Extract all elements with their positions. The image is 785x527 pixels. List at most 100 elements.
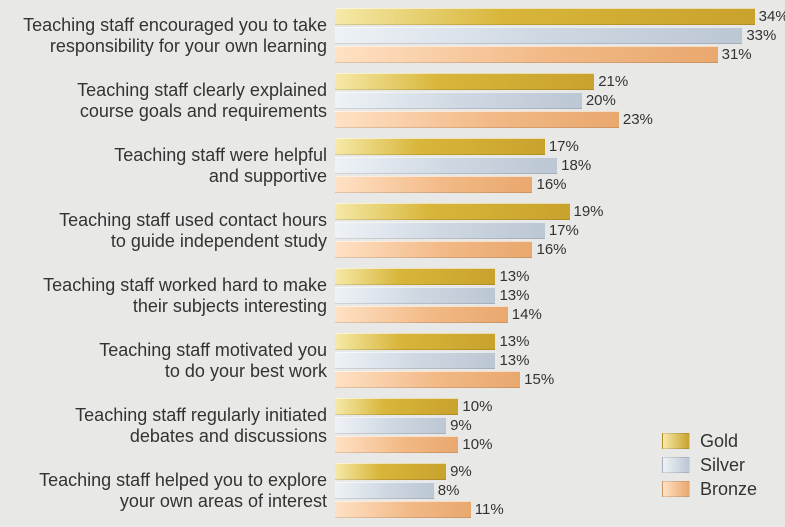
category-label: Teaching staff helped you to exploreyour… — [0, 459, 335, 522]
bar-row-gold: 34% — [335, 8, 767, 25]
bar-value-label: 21% — [594, 73, 628, 90]
category-group: Teaching staff encouraged you to takeres… — [0, 4, 777, 67]
category-label-line: their subjects interesting — [133, 296, 327, 317]
bar-row-gold: 10% — [335, 398, 767, 415]
bar-bronze — [335, 241, 532, 258]
bar-silver — [335, 352, 495, 369]
category-label-line: Teaching staff motivated you — [99, 340, 327, 361]
category-label-line: and supportive — [209, 166, 327, 187]
bar-row-bronze: 16% — [335, 176, 767, 193]
category-group: Teaching staff clearly explainedcourse g… — [0, 69, 777, 132]
bar-silver — [335, 287, 495, 304]
bar-stack: 13% 13% 14% — [335, 268, 767, 323]
category-label: Teaching staff clearly explainedcourse g… — [0, 69, 335, 132]
category-label-line: course goals and requirements — [80, 101, 327, 122]
legend-label: Silver — [700, 455, 745, 476]
bar-stack: 19% 17% 16% — [335, 203, 767, 258]
bar-value-label: 19% — [570, 203, 604, 220]
legend-swatch-gold — [662, 433, 690, 449]
category-label-line: Teaching staff used contact hours — [59, 210, 327, 231]
category-group: Teaching staff were helpfuland supportiv… — [0, 134, 777, 197]
bar-row-silver: 18% — [335, 157, 767, 174]
category-label-line: your own areas of interest — [120, 491, 327, 512]
bar-gold — [335, 8, 755, 25]
bar-gold — [335, 138, 545, 155]
bar-value-label: 17% — [545, 222, 579, 239]
category-label-line: Teaching staff worked hard to make — [43, 275, 327, 296]
bar-value-label: 31% — [718, 46, 752, 63]
bar-value-label: 20% — [582, 92, 616, 109]
bar-bronze — [335, 46, 718, 63]
legend-swatch-bronze — [662, 481, 690, 497]
bar-bronze — [335, 176, 532, 193]
legend-label: Bronze — [700, 479, 757, 500]
bar-row-gold: 13% — [335, 333, 767, 350]
bar-row-bronze: 11% — [335, 501, 767, 518]
bar-value-label: 18% — [557, 157, 591, 174]
category-label: Teaching staff worked hard to maketheir … — [0, 264, 335, 327]
bar-gold — [335, 268, 495, 285]
bar-silver — [335, 157, 557, 174]
bar-value-label: 13% — [495, 333, 529, 350]
category-group: Teaching staff regularly initiateddebate… — [0, 394, 777, 457]
legend: GoldSilver Bronze — [662, 429, 757, 501]
category-label-line: to guide independent study — [111, 231, 327, 252]
category-label-line: responsibility for your own learning — [50, 36, 327, 57]
category-label-line: Teaching staff were helpful — [114, 145, 327, 166]
bar-bronze — [335, 436, 458, 453]
bar-silver — [335, 417, 446, 434]
bar-row-silver: 13% — [335, 287, 767, 304]
category-label-line: Teaching staff helped you to explore — [39, 470, 327, 491]
bar-row-silver: 33% — [335, 27, 767, 44]
bar-stack: 21% 20%23% — [335, 73, 767, 128]
bar-value-label: 13% — [495, 268, 529, 285]
bar-row-silver: 17% — [335, 222, 767, 239]
bar-stack: 34% 33% 31% — [335, 8, 767, 63]
bar-gold — [335, 333, 495, 350]
category-label-line: debates and discussions — [130, 426, 327, 447]
bar-silver — [335, 27, 742, 44]
bar-stack: 13% 13% 15% — [335, 333, 767, 388]
bar-value-label: 15% — [520, 371, 554, 388]
bar-stack: 17% 18% 16% — [335, 138, 767, 193]
category-label: Teaching staff encouraged you to takeres… — [0, 4, 335, 67]
bar-value-label: 14% — [508, 306, 542, 323]
legend-item-silver: Silver — [662, 453, 757, 477]
category-group: Teaching staff helped you to exploreyour… — [0, 459, 777, 522]
bar-row-gold: 13% — [335, 268, 767, 285]
bar-value-label: 23% — [619, 111, 653, 128]
teaching-staff-bar-chart: Teaching staff encouraged you to takeres… — [0, 0, 785, 527]
bar-row-gold: 21% — [335, 73, 767, 90]
bar-value-label: 10% — [458, 398, 492, 415]
bar-value-label: 34% — [755, 8, 785, 25]
bar-value-label: 9% — [446, 417, 472, 434]
bar-row-gold: 17% — [335, 138, 767, 155]
category-group: Teaching staff motivated youto do your b… — [0, 329, 777, 392]
bar-value-label: 16% — [532, 176, 566, 193]
bar-gold — [335, 463, 446, 480]
legend-item-gold: Gold — [662, 429, 757, 453]
bar-value-label: 17% — [545, 138, 579, 155]
bar-row-gold: 19% — [335, 203, 767, 220]
bar-value-label: 13% — [495, 287, 529, 304]
bar-silver — [335, 222, 545, 239]
bar-value-label: 11% — [471, 501, 504, 518]
legend-item-bronze: Bronze — [662, 477, 757, 501]
bar-row-bronze: 16% — [335, 241, 767, 258]
bar-bronze — [335, 501, 471, 518]
bar-bronze — [335, 111, 619, 128]
category-label: Teaching staff were helpfuland supportiv… — [0, 134, 335, 197]
bar-silver — [335, 92, 582, 109]
bar-row-silver: 13% — [335, 352, 767, 369]
bar-value-label: 16% — [532, 241, 566, 258]
bar-value-label: 13% — [495, 352, 529, 369]
bar-row-bronze: 31% — [335, 46, 767, 63]
category-group: Teaching staff used contact hoursto guid… — [0, 199, 777, 262]
category-group: Teaching staff worked hard to maketheir … — [0, 264, 777, 327]
bar-value-label: 9% — [446, 463, 472, 480]
bar-gold — [335, 398, 458, 415]
bar-value-label: 10% — [458, 436, 492, 453]
category-label-line: Teaching staff clearly explained — [77, 80, 327, 101]
category-label: Teaching staff regularly initiateddebate… — [0, 394, 335, 457]
bar-gold — [335, 203, 570, 220]
